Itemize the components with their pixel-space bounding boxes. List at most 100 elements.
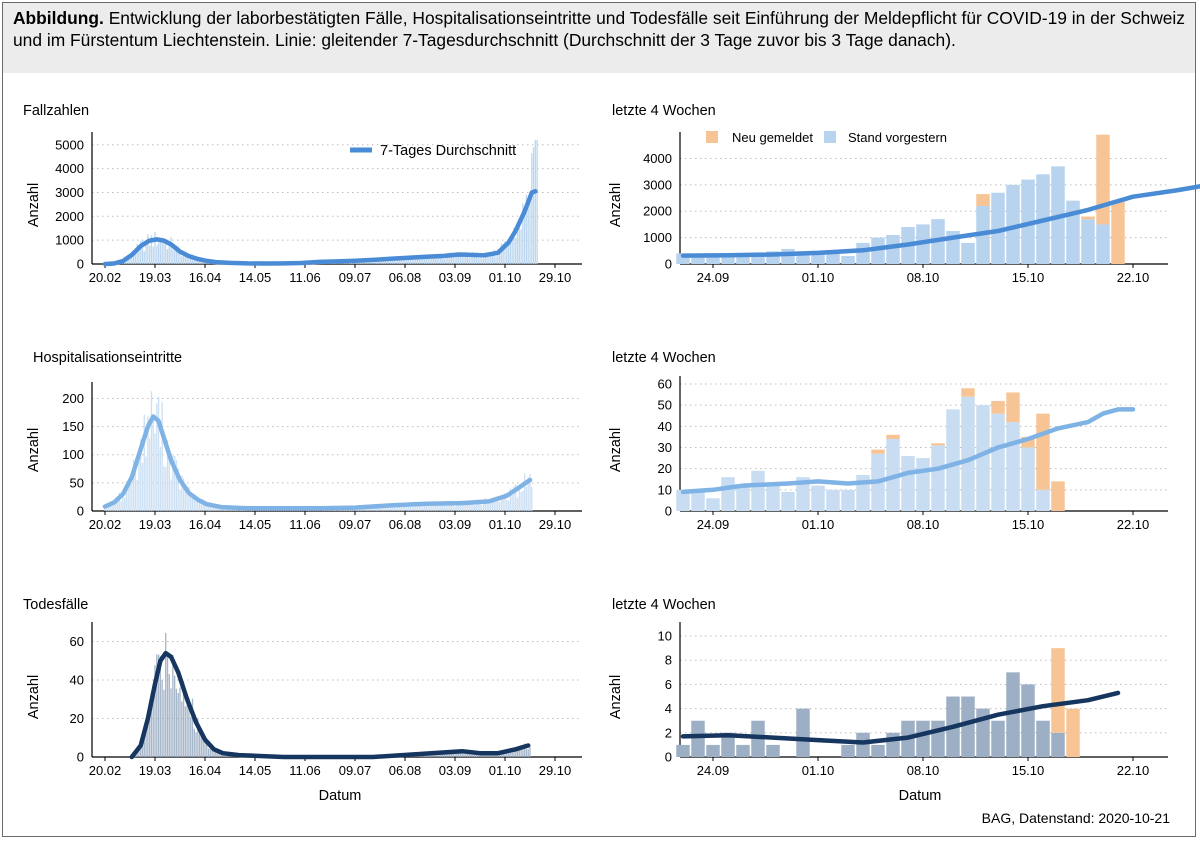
p5-xtick: 15.10 [1012,763,1045,778]
p0-bar [416,259,419,264]
p4-bar [454,752,456,757]
p2-bar [490,499,492,511]
p4-bar [520,749,522,757]
p2-bar [140,439,142,511]
p2-bar [159,447,162,511]
p3-bar-stand [751,470,765,511]
p0-bar [398,258,401,264]
p0-xtick: 14.05 [239,270,272,285]
p5-bar-stand [721,732,735,757]
p1-xtick: 01.10 [802,270,835,285]
p2-bar [400,504,403,511]
p2-bar [431,503,433,511]
p0-bar [391,259,394,264]
p2-bar [150,391,153,511]
p0-bar [361,261,363,264]
p0-bar [423,257,426,264]
p2-bar [179,489,181,511]
p5-bar-stand [676,744,690,757]
p4-bar [173,675,176,757]
p0-bar [461,253,463,264]
p2-bar [191,495,194,511]
p0-bar [473,254,476,264]
p2-ytick: 0 [77,504,84,519]
p1-bar-stand [961,242,975,264]
p2-bar [388,506,390,511]
p4-bar [215,749,217,757]
p4-bar [150,701,153,757]
p1-bar-stand [706,256,720,264]
p2-bar [215,506,217,511]
p4-bar [148,717,151,757]
p0-bar [413,257,415,264]
p1-xtick: 08.10 [907,270,940,285]
p0-ytick: 2000 [55,209,84,224]
p2-bar [386,506,388,511]
p0-smooth-line [102,189,538,267]
p3-bar-neu [931,443,945,446]
p2-bar [177,468,179,511]
p0-bar [379,260,381,264]
p2-bar [491,497,494,511]
p2-bar [127,486,129,511]
p1-bar-neu [1111,200,1125,264]
p2-bar [520,492,522,511]
p4-bar [182,681,185,757]
p3-bar-neu [961,388,975,397]
p0-xtick: 20.02 [89,270,122,285]
p0-bar [127,257,129,264]
p4-bar [498,753,501,757]
p0-bar [457,253,460,264]
p2-bar [181,475,183,511]
p0-bar [465,251,467,264]
p2-bar [398,504,401,511]
p2-bar [184,483,187,511]
p4-bar [207,748,210,757]
p0-bar [188,258,190,264]
p1-bar-stand [721,256,735,264]
p2-bar [527,477,529,511]
figure-caption: Abbildung. Entwicklung der laborbestätig… [3,3,1195,73]
p0-bar [138,245,140,264]
p4-bar [161,679,163,757]
p2-bar [445,500,447,511]
p4-bar [222,754,224,757]
p2-bar [395,506,397,511]
p0-ytick: 4000 [55,161,84,176]
p4-bar [436,754,438,757]
p0-bar [481,258,483,264]
p4-bar [154,665,156,757]
p3-bar-stand [961,396,975,511]
p1-bar-stand [781,248,795,264]
p0-bar [141,239,144,264]
p3-ytick: 30 [658,440,672,455]
p0-bar [163,242,165,264]
p0-bar [477,258,479,264]
p2-bar [118,492,120,511]
p4-bar [181,701,183,757]
p0-xtick: 11.06 [289,270,321,285]
xlabel-deaths: Datum [319,788,362,804]
p0-bar [506,242,508,264]
p2-bar [213,505,215,511]
p5-bar-stand [1006,672,1020,757]
p2-bar [138,456,140,511]
p4-bar [450,753,453,757]
p0-bar [520,229,522,264]
p2-bar [488,501,490,511]
p1-bar-stand [841,256,855,264]
p2-bar [202,499,204,511]
p2-bar [409,506,412,511]
p3-bar-stand [721,477,735,511]
p2-xtick: 11.06 [289,517,321,532]
p0-bar [515,237,517,264]
xlabel-deaths-recent: Datum [899,788,942,804]
p2-xtick: 09.07 [339,517,372,532]
p2-bar [397,503,399,511]
p2-bar [402,506,404,511]
ylabel-deaths-recent: Anzahl [608,675,624,719]
p0-bar [177,246,179,264]
p5-bar-stand [931,720,945,757]
p0-bar [129,253,131,264]
